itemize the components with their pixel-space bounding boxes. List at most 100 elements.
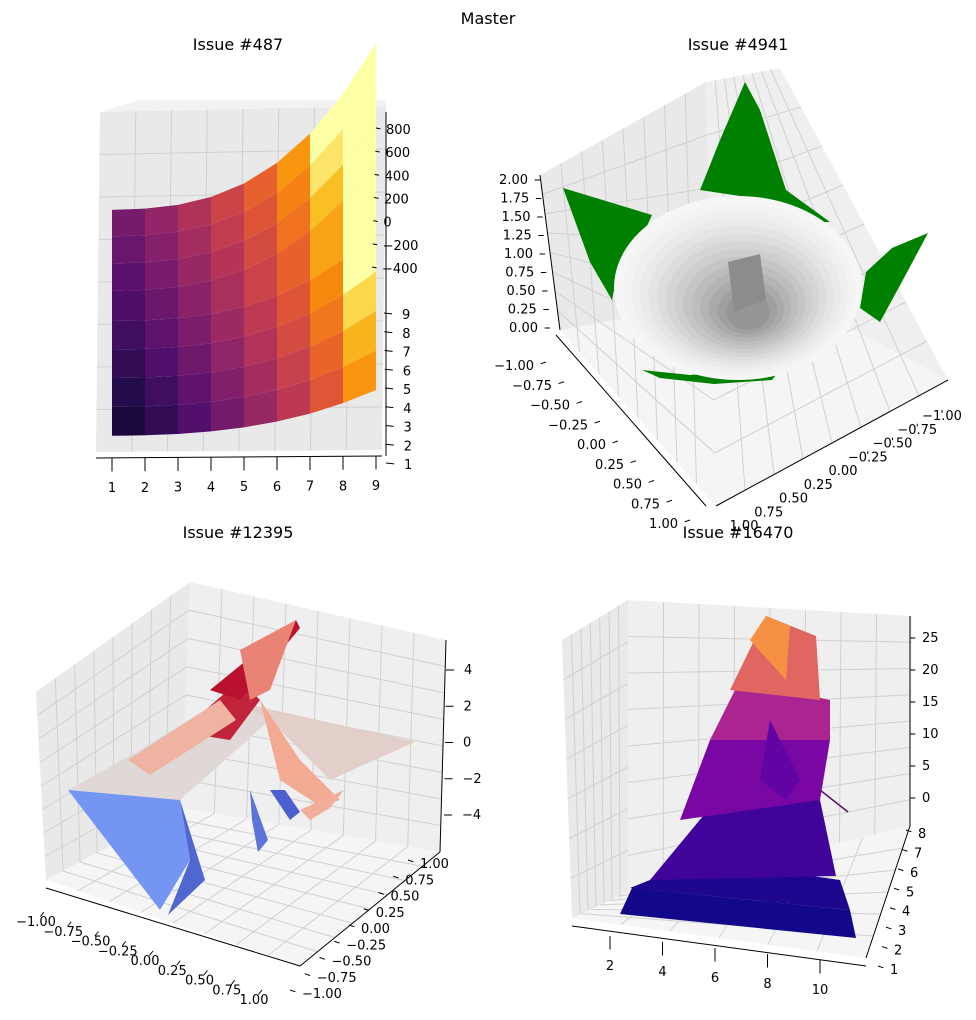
x-tick-label: 1.00 (240, 993, 269, 1008)
y-tick-label: 6 (910, 866, 918, 881)
y-tick-label: 0.25 (376, 906, 405, 921)
subplot-title: Issue #487 (193, 35, 283, 54)
y-tick-label: 0.00 (361, 922, 390, 937)
y-tick-label: −1.00 (302, 987, 342, 1002)
z-tick-label: 400 (385, 169, 410, 184)
x-tick-label: 0.00 (829, 464, 858, 479)
x-tick-label: 0.00 (131, 954, 160, 969)
y-tick-label: −0.25 (548, 418, 588, 433)
subplot-issue-12395: Issue #12395 420−2−4−1.00−0.75−0.50−0.25… (16, 523, 482, 1008)
surface-patch (112, 209, 145, 237)
x-tick-label: 8 (339, 479, 347, 494)
y-tick-label: 0.75 (631, 497, 660, 512)
x-tick-label: 4 (207, 480, 215, 495)
surface-patch (211, 397, 244, 431)
y-tick-label: 2 (404, 439, 412, 454)
surface-patch (211, 367, 244, 402)
z-tick-label: 2 (464, 699, 472, 714)
y-tick-label: 9 (402, 308, 410, 323)
surface-patch (112, 262, 145, 291)
x-tick-label: 7 (306, 480, 314, 495)
y-tick-label: 0.75 (405, 873, 434, 888)
y-tick-label: 7 (403, 346, 411, 361)
y-tick-label: 5 (403, 383, 411, 398)
x-tick-label: 0.25 (158, 964, 187, 979)
x-tick-label: 0.75 (212, 983, 241, 998)
tick-mark (541, 362, 546, 364)
surface-patch (178, 402, 211, 434)
z-tick-label: −200 (383, 239, 419, 254)
z-tick-label: 200 (384, 193, 409, 208)
tick-mark (386, 444, 394, 445)
y-tick-label: 0.00 (577, 438, 606, 453)
y-tick-label: −0.75 (317, 971, 357, 986)
tick-mark (386, 426, 394, 427)
z-tick-label: 1.00 (504, 247, 533, 262)
x-tick-label: 10 (812, 983, 829, 998)
y-tick-label: −0.50 (332, 955, 372, 970)
surface-patch (145, 405, 178, 436)
tick-mark (334, 941, 339, 943)
y-tick-label: 1.00 (420, 857, 449, 872)
y-tick-label: 2 (894, 944, 902, 959)
surface-patch (112, 290, 145, 321)
x-tick-label: 5 (240, 480, 248, 495)
x-tick-label: 6 (711, 971, 719, 986)
x-tick-label: 8 (763, 977, 771, 992)
y-tick-label: 1 (404, 458, 412, 473)
z-tick-label: 10 (922, 727, 939, 742)
tick-mark (384, 313, 392, 314)
surface-patch (178, 343, 211, 376)
y-tick-label: 4 (902, 905, 910, 920)
surface-patch (112, 406, 145, 435)
x-tick-label: 4 (658, 965, 666, 980)
y-tick-label: 6 (403, 364, 411, 379)
x-tick-label: 0.75 (754, 505, 783, 520)
tick-mark (898, 869, 903, 871)
y-tick-label: 8 (918, 827, 926, 842)
x-tick-label: 0.50 (185, 974, 214, 989)
surface-patch (145, 376, 178, 407)
surface-patch (112, 235, 145, 263)
tick-mark (595, 421, 600, 423)
figure-title: Master (461, 9, 516, 28)
tick-mark (902, 849, 907, 851)
tick-mark (384, 332, 392, 333)
surface-patch (145, 318, 178, 349)
x-tick-label: 6 (273, 480, 281, 495)
z-tick-label: −2 (463, 772, 482, 787)
surface-patch (112, 320, 145, 349)
x-tick-label: 3 (174, 481, 182, 496)
z-tick-label: 1.25 (503, 229, 532, 244)
z-tick-label: 0.00 (509, 321, 538, 336)
x-tick-label: 1 (108, 481, 116, 496)
x-tick-label: 2 (606, 959, 614, 974)
x-tick-label: −0.25 (848, 450, 888, 465)
z-tick-label: 15 (922, 695, 939, 710)
z-tick-label: 2.00 (499, 173, 528, 188)
surface-patch (145, 347, 178, 378)
x-tick-label: 9 (372, 479, 380, 494)
tick-mark (305, 974, 310, 976)
z-tick-label: 600 (385, 146, 410, 161)
x-tick-label: −0.75 (897, 423, 937, 438)
y-tick-label: −0.75 (512, 379, 552, 394)
tick-mark (890, 908, 895, 910)
y-tick-label: 3 (404, 421, 412, 436)
z-tick-label: 25 (922, 631, 939, 646)
surface-patch (178, 314, 211, 347)
tick-mark (320, 958, 325, 960)
z-tick-label: 0 (922, 791, 930, 806)
y-tick-label: 0.50 (391, 890, 420, 905)
subplot-issue-4941: Issue #4941 2.001.751.501.251.000.750.50… (494, 35, 962, 534)
z-tick-label: 1.50 (502, 210, 531, 225)
axis-line (96, 456, 382, 458)
y-tick-label: −1.00 (494, 359, 534, 374)
tick-mark (631, 461, 636, 463)
y-tick-label: 8 (402, 327, 410, 342)
y-tick-label: 3 (898, 924, 906, 939)
z-tick-label: −400 (382, 262, 418, 277)
